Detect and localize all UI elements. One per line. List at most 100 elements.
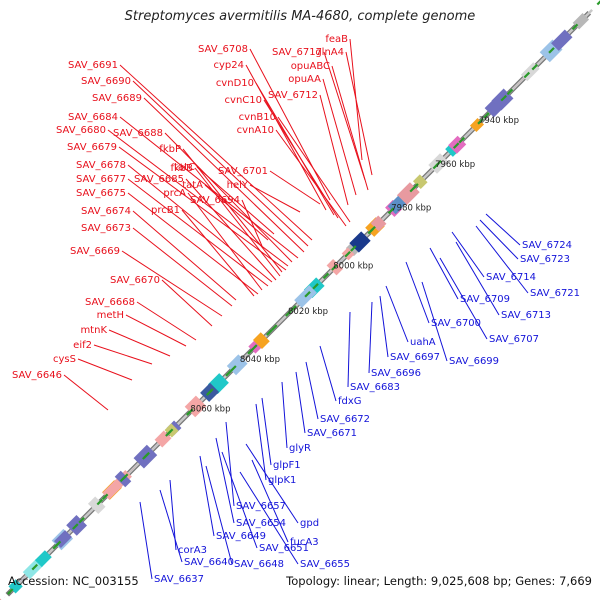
track-tick: [452, 142, 460, 149]
callout-line: [245, 443, 299, 524]
callout-line: [205, 465, 233, 565]
gene-arrow: [416, 172, 430, 186]
track-tick: [31, 563, 39, 571]
callout-line: [455, 241, 500, 316]
gene-label-top: SAV_6679: [67, 142, 117, 153]
gene-label-top: SAV_6685: [134, 174, 184, 185]
callout-line: [269, 170, 321, 205]
gene-label-bottom: SAV_6648: [234, 559, 284, 570]
track-tick: [78, 516, 85, 524]
gene-label-bottom: SAV_6699: [449, 356, 499, 367]
callout-line: [479, 219, 519, 260]
callout-line: [421, 281, 448, 362]
track-tick: [350, 245, 357, 252]
gene-label-top: tatC: [174, 162, 195, 173]
gene-label-bottom: SAV_6721: [530, 288, 580, 299]
track-tick: [523, 71, 531, 79]
callout-line: [63, 374, 109, 411]
callout-line: [319, 345, 337, 402]
track-tick: [483, 112, 490, 119]
map-title: Streptomyces avermitilis MA-4680, comple…: [124, 9, 476, 24]
gene-label-bottom: SAV_6655: [300, 559, 350, 570]
track-tick: [322, 272, 330, 280]
track-tick: [271, 324, 278, 331]
track-tick: [119, 475, 127, 483]
gene-label-bottom: SAV_6671: [307, 428, 357, 439]
gene-label-bottom: SAV_6724: [522, 240, 572, 251]
gene-label-top: metH: [97, 310, 124, 321]
gene-label-top: SAV_6670: [110, 275, 160, 286]
callout-line: [127, 164, 273, 283]
gene-label-top: SAV_6674: [81, 206, 131, 217]
callout-line: [119, 116, 299, 259]
track-tick: [432, 162, 440, 170]
callout-line: [181, 209, 255, 297]
callout-line: [405, 261, 430, 324]
gene-arrow: [17, 573, 29, 585]
track-tick: [207, 388, 214, 395]
callout-line: [323, 51, 366, 181]
callout-line: [118, 146, 287, 271]
callout-line: [121, 250, 223, 317]
callout-line: [132, 227, 233, 307]
gene-label-top: fkbP: [159, 144, 181, 155]
scale-label: 8040 kbp: [240, 355, 280, 365]
gene-label-top: prcA: [163, 188, 186, 199]
gene-label-top: cvnA10: [237, 125, 274, 136]
gene-label-bottom: glyR: [289, 443, 311, 454]
callout-line: [251, 459, 289, 543]
track-tick: [548, 47, 555, 54]
gene-label-bottom: fucA3: [290, 537, 319, 548]
callout-line: [119, 64, 313, 241]
callout-line: [451, 231, 485, 278]
gene-label-top: glnA4: [315, 47, 344, 58]
scale-label: 8000 kbp: [333, 262, 373, 272]
gene-label-top: SAV_6690: [81, 76, 131, 87]
track-tick: [506, 88, 514, 96]
callout-line: [221, 451, 258, 549]
gene-label-bottom: SAV_6723: [520, 254, 570, 265]
callout-line: [345, 51, 373, 176]
gene-label-bottom: SAV_6700: [431, 318, 481, 329]
callout-line: [249, 48, 331, 201]
callout-line: [199, 455, 215, 537]
track-tick: [571, 23, 579, 31]
gene-label-bottom: SAV_6713: [501, 310, 551, 321]
gene-label-bottom: SAV_6640: [184, 557, 234, 568]
feature-block: [370, 215, 387, 232]
gene-label-bottom: SAV_6714: [486, 272, 536, 283]
gene-label-top: SAV_6680: [56, 125, 106, 136]
track-tick: [344, 250, 351, 258]
gene-arrow: [213, 376, 226, 389]
gene-label-top: SAV_6678: [76, 160, 126, 171]
track-tick: [458, 136, 466, 144]
track-tick: [143, 451, 150, 459]
callout-line: [385, 285, 409, 343]
callout-line: [331, 65, 369, 191]
callout-line: [319, 94, 349, 206]
gene-label-top: cvnB10: [239, 112, 276, 123]
track-tick: [304, 291, 311, 298]
callout-line: [485, 213, 521, 246]
feature-block: [412, 174, 428, 190]
gene-arrow: [462, 128, 474, 140]
track-tick: [101, 493, 109, 501]
callout-line: [187, 192, 263, 291]
callout-line: [161, 279, 213, 327]
callout-line: [225, 421, 235, 507]
gene-label-top: SAV_6646: [12, 370, 62, 381]
track-tick: [251, 344, 258, 351]
gene-label-top: SAV_6691: [68, 60, 118, 71]
track-tick: [387, 207, 395, 215]
genome-summary: Topology: linear; Length: 9,025,608 bp; …: [286, 574, 592, 588]
callout-line: [239, 471, 299, 565]
gene-label-bottom: uahA: [410, 337, 436, 348]
callout-line: [164, 132, 293, 263]
gene-label-top: SAV_6677: [76, 174, 126, 185]
feature-block: [87, 496, 106, 515]
track-tick: [531, 63, 539, 71]
gene-label-top: cysS: [53, 354, 76, 365]
scale-label: 7960 kbp: [435, 160, 475, 170]
scale-label: 8020 kbp: [288, 307, 328, 317]
